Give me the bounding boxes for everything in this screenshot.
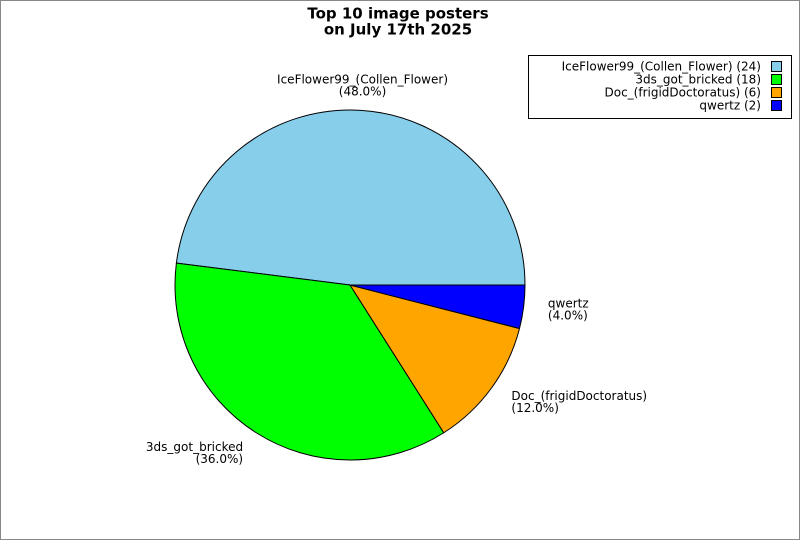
legend-label: Doc_(frigidDoctoratus) (6)	[605, 86, 762, 100]
legend-swatch	[771, 87, 782, 98]
pie-slice	[348, 284, 521, 434]
legend-label: IceFlower99_(Collen_Flower) (24)	[562, 60, 761, 74]
legend-swatch	[771, 100, 782, 111]
slice-label: Doc_(frigidDoctoratus)	[511, 389, 647, 403]
slice-percent: (4.0%)	[548, 309, 588, 323]
slice-label: qwertz	[548, 297, 589, 311]
pie-slice	[174, 262, 445, 461]
slice-percent: (48.0%)	[339, 84, 386, 98]
slice-label: 3ds_got_bricked	[146, 440, 243, 454]
chart-title: on July 17th 2025	[324, 21, 472, 39]
legend-swatch	[771, 61, 782, 72]
legend-swatch	[771, 74, 782, 85]
slice-percent: (36.0%)	[196, 452, 243, 466]
pie-slice	[349, 284, 526, 330]
pie-slice	[175, 109, 526, 286]
chart-title: Top 10 image posters	[307, 5, 488, 23]
slice-percent: (12.0%)	[511, 401, 558, 415]
legend-label: 3ds_got_bricked (18)	[635, 73, 761, 87]
legend-box	[528, 55, 792, 119]
slice-label: IceFlower99_(Collen_Flower)	[277, 72, 448, 86]
legend-label: qwertz (2)	[699, 99, 761, 113]
